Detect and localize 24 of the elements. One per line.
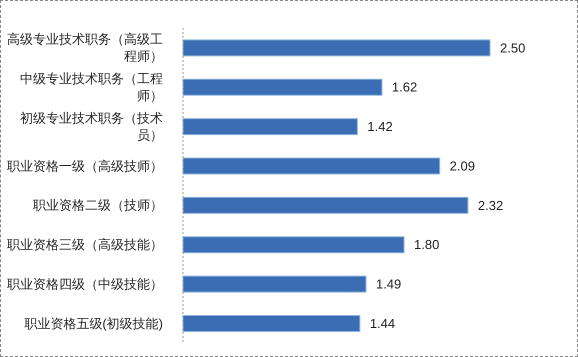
data-label: 1.49 — [376, 276, 402, 292]
y-tick-label: 高级专业技术职务（高级工程师） — [7, 32, 163, 64]
bar — [182, 236, 405, 254]
data-label: 2.09 — [450, 158, 475, 174]
data-label: 1.80 — [414, 237, 440, 252]
bar — [182, 78, 382, 96]
y-tick-label: 职业资格二级（技师） — [33, 198, 163, 213]
y-tick-label: 职业资格四级（中级技能） — [7, 276, 163, 292]
y-tick-label: 职业资格三级（高级技能） — [7, 237, 163, 252]
y-tick-label: 中级专业技术职务（工程师） — [20, 71, 163, 104]
data-label: 1.44 — [370, 316, 396, 331]
y-tick-label: 职业资格一级（高级技师） — [7, 158, 163, 174]
y-tick-label: 初级专业技术职务（技术员） — [20, 110, 163, 142]
data-label: 2.50 — [500, 40, 526, 56]
data-label: 1.42 — [367, 119, 393, 134]
bar — [182, 39, 490, 56]
bar — [182, 314, 360, 332]
y-tick-label: 职业资格五级(初级技能) — [24, 316, 163, 331]
bar — [182, 118, 358, 136]
bar — [182, 157, 440, 174]
bar — [182, 196, 468, 214]
bar — [182, 276, 366, 293]
data-label: 2.32 — [478, 198, 504, 213]
data-label: 1.62 — [392, 80, 418, 95]
